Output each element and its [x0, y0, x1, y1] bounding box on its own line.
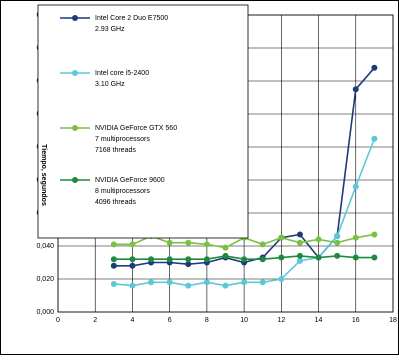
legend-marker: [72, 70, 78, 76]
data-point: [222, 244, 229, 251]
y-axis-label: Tiempo, segundos: [40, 144, 47, 206]
data-point: [315, 236, 322, 243]
data-point: [185, 239, 192, 246]
data-point: [110, 280, 117, 287]
data-point: [203, 241, 210, 248]
data-point: [352, 86, 359, 93]
data-point: [241, 256, 248, 263]
data-point: [110, 262, 117, 269]
data-point: [129, 282, 136, 289]
x-tick-label: 8: [205, 317, 209, 324]
x-tick-label: 6: [168, 317, 172, 324]
data-point: [129, 241, 136, 248]
data-point: [371, 231, 378, 238]
data-point: [371, 254, 378, 261]
legend-marker: [72, 177, 78, 183]
data-point: [278, 234, 285, 241]
data-point: [315, 254, 322, 261]
data-point: [222, 252, 229, 259]
data-point: [296, 231, 303, 238]
legend-label: Intel core i5-2400 3.10 GHz: [95, 70, 149, 88]
data-point: [278, 254, 285, 261]
data-point: [259, 256, 266, 263]
x-tick-label: 2: [93, 317, 97, 324]
data-point: [334, 233, 341, 240]
x-tick-label: 18: [389, 317, 397, 324]
data-point: [110, 256, 117, 263]
data-point: [148, 279, 155, 286]
legend-box: [37, 4, 249, 239]
data-point: [334, 252, 341, 259]
legend-marker: [72, 15, 78, 21]
x-tick-label: 12: [277, 317, 285, 324]
legend-label: Intel Core 2 Duo E7500 2.93 GHz: [95, 15, 168, 33]
x-tick-label: 16: [352, 317, 360, 324]
data-point: [148, 256, 155, 263]
data-point: [352, 234, 359, 241]
legend-label: NVIDIA GeForce GTX 560 7 multiprocessors 7…: [95, 125, 177, 154]
data-point: [296, 252, 303, 259]
data-point: [185, 282, 192, 289]
y-tick-label: 0,040: [36, 243, 54, 250]
data-point: [129, 256, 136, 263]
data-point: [203, 279, 210, 286]
y-tick-label: 0,000: [36, 309, 54, 316]
data-point: [259, 279, 266, 286]
data-point: [371, 64, 378, 71]
data-point: [166, 239, 173, 246]
y-tick-label: 0,020: [36, 276, 54, 283]
x-tick-label: 14: [315, 317, 323, 324]
data-point: [371, 135, 378, 142]
data-point: [185, 261, 192, 268]
x-tick-label: 10: [240, 317, 248, 324]
data-point: [129, 262, 136, 269]
data-point: [166, 256, 173, 263]
data-point: [166, 279, 173, 286]
data-point: [352, 183, 359, 190]
data-point: [241, 279, 248, 286]
legend-label: NVIDIA GeForce 9600 8 multiprocessors 4096…: [95, 177, 165, 206]
legend: Intel Core 2 Duo E7500 2.93 GHz Intel core…: [37, 4, 249, 239]
data-point: [278, 276, 285, 282]
x-tick-label: 4: [130, 317, 134, 324]
data-point: [222, 282, 229, 289]
x-tick-label: 0: [56, 317, 60, 324]
data-point: [296, 257, 303, 264]
data-point: [110, 241, 117, 248]
data-point: [352, 254, 359, 261]
data-point: [296, 239, 303, 246]
data-point: [259, 241, 266, 248]
legend-marker: [72, 125, 78, 131]
data-point: [185, 256, 192, 263]
data-point: [203, 256, 210, 263]
data-point: [334, 239, 341, 246]
